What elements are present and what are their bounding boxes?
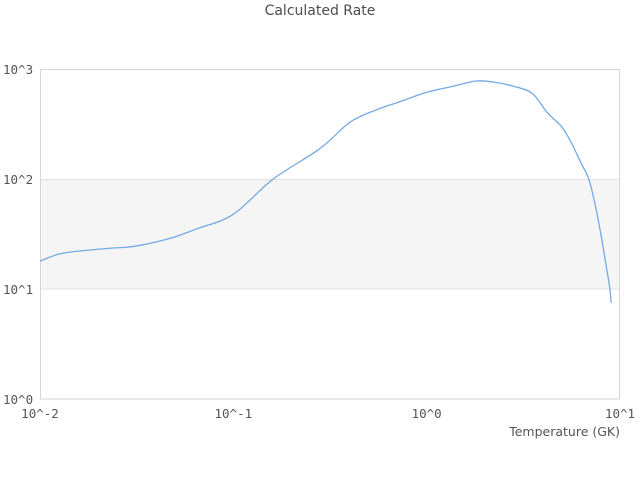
rate-curve — [39, 80, 612, 303]
y-tick-label: 10^3 — [3, 62, 34, 77]
x-tick-label: 10^-1 — [214, 406, 253, 421]
y-tick-label: 10^1 — [3, 281, 34, 297]
highlight-band — [40, 179, 620, 290]
y-tick-label: 10^2 — [3, 171, 34, 187]
chart-title: Calculated Rate — [264, 3, 376, 19]
x-axis-label: Temperature (GK) — [509, 424, 620, 439]
y-tick-label: 10^0 — [3, 391, 34, 407]
plot-border — [40, 69, 620, 400]
x-tick-label: 10^0 — [411, 406, 442, 421]
x-tick-label: 10^-2 — [21, 406, 59, 421]
x-tick-label: 10^1 — [604, 406, 636, 421]
